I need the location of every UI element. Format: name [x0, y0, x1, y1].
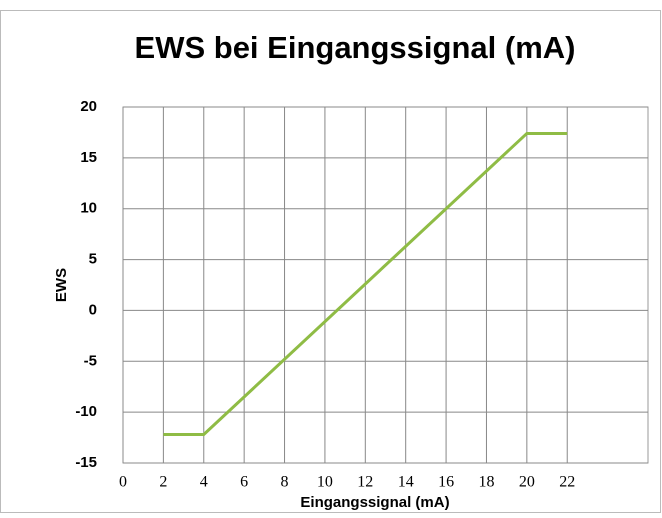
y-tick-label: -15 — [75, 454, 97, 471]
x-tick-label: 16 — [438, 474, 454, 491]
chart-title: EWS bei Eingangssignal (mA) — [135, 30, 576, 65]
x-tick-label: 0 — [119, 474, 127, 491]
x-tick-label: 4 — [200, 474, 208, 491]
x-tick-label: 18 — [478, 474, 494, 491]
x-tick-label: 10 — [317, 474, 333, 491]
y-tick-label: 5 — [89, 251, 97, 268]
data-line — [163, 131, 568, 437]
y-axis-label: EWS — [53, 268, 70, 302]
x-tick-label: 8 — [281, 474, 289, 491]
x-axis-label: Eingangssignal (mA) — [300, 494, 449, 511]
x-tick-label: 6 — [240, 474, 248, 491]
x-tick-label: 14 — [398, 474, 414, 491]
y-tick-label: 20 — [80, 98, 97, 115]
plot-area — [122, 106, 649, 464]
y-tick-label: 15 — [80, 149, 97, 166]
x-tick-label: 22 — [559, 474, 575, 491]
x-tick-label: 12 — [357, 474, 373, 491]
x-tick-label: 2 — [159, 474, 167, 491]
y-tick-label: 10 — [80, 200, 97, 217]
y-tick-label: 0 — [89, 301, 97, 318]
y-tick-label: -10 — [75, 403, 97, 420]
y-tick-label: -5 — [84, 352, 97, 369]
x-tick-label: 20 — [519, 474, 535, 491]
